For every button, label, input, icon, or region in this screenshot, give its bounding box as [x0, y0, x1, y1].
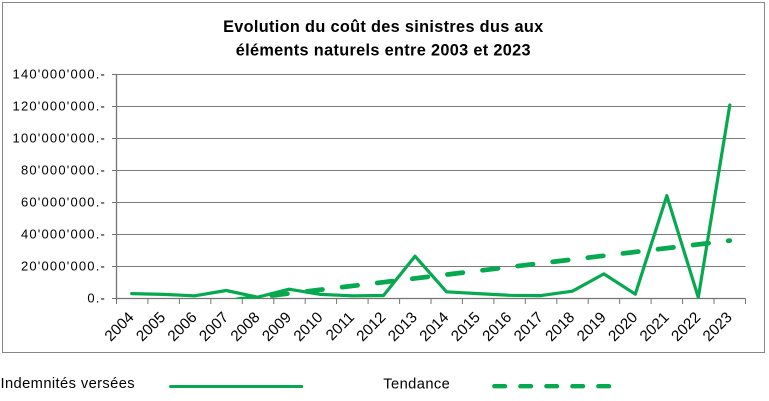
svg-text:éléments naturels entre 2003 e: éléments naturels entre 2003 et 2023 — [236, 41, 531, 59]
svg-text:Evolution du coût des sinistre: Evolution du coût des sinistres dus aux — [223, 18, 543, 36]
svg-text:40'000'000.-: 40'000'000.- — [21, 227, 106, 242]
svg-text:100'000'000.-: 100'000'000.- — [13, 131, 107, 146]
svg-text:Tendance: Tendance — [383, 376, 450, 392]
svg-text:120'000'000.-: 120'000'000.- — [13, 99, 107, 114]
svg-text:0.-: 0.- — [87, 291, 106, 306]
svg-text:Indemnités versées: Indemnités versées — [1, 376, 136, 392]
svg-text:60'000'000.-: 60'000'000.- — [21, 195, 106, 210]
svg-text:80'000'000.-: 80'000'000.- — [21, 163, 106, 178]
svg-text:140'000'000.-: 140'000'000.- — [13, 67, 107, 82]
svg-text:20'000'000.-: 20'000'000.- — [21, 259, 106, 274]
